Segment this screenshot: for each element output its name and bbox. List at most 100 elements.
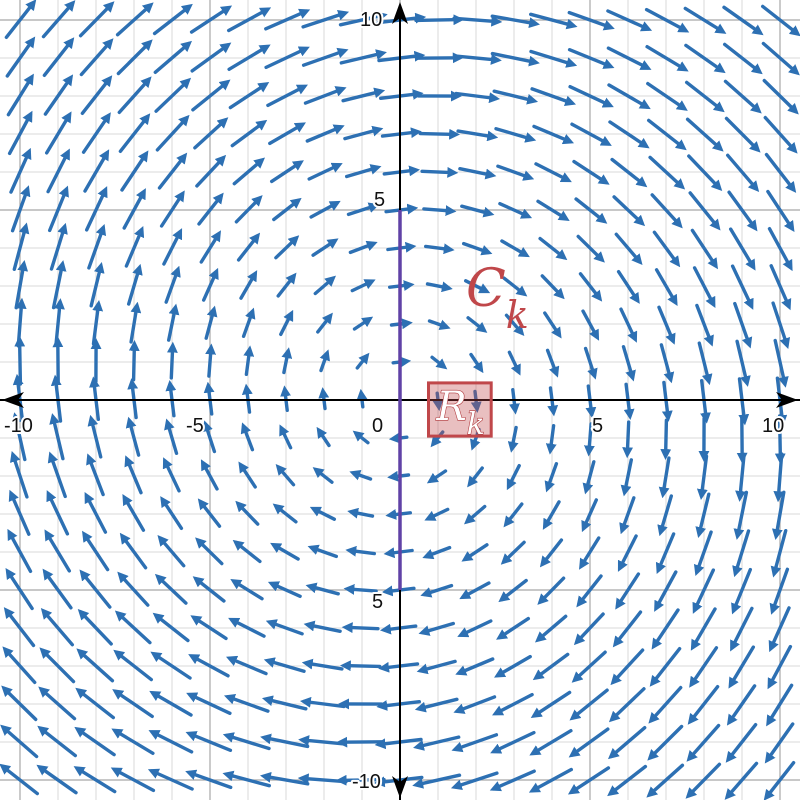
vector-arrow <box>455 657 495 676</box>
vector-arrow <box>80 75 113 116</box>
vector-arrow <box>239 270 258 300</box>
vector-arrow <box>275 464 296 487</box>
vector-arrow <box>148 730 194 754</box>
vector-arrow <box>766 189 795 233</box>
vector-arrow <box>616 270 640 304</box>
vector-arrow <box>619 307 638 343</box>
vector-arrow <box>116 39 153 76</box>
vector-arrow <box>153 40 193 75</box>
vector-arrow <box>610 157 648 188</box>
vector-arrow <box>461 543 489 562</box>
vector-arrow <box>725 723 758 763</box>
vector-arrow <box>426 469 448 484</box>
vector-arrow <box>500 540 526 565</box>
vector-arrow <box>270 542 300 561</box>
vector-arrow <box>645 45 689 72</box>
vector-arrow <box>467 466 484 488</box>
vector-arrow <box>528 767 573 793</box>
x-tick-label: 5 <box>592 415 603 437</box>
vector-arrow <box>264 46 310 70</box>
vector-arrow <box>646 81 688 111</box>
vector-arrow <box>74 726 116 757</box>
vector-arrow <box>348 240 378 255</box>
vector-arrow <box>86 453 105 497</box>
vector-arrow <box>276 272 297 298</box>
vector-arrow <box>572 159 610 185</box>
vector-arrow <box>339 49 387 65</box>
vector-arrow <box>195 154 227 188</box>
vector-arrow <box>507 350 521 376</box>
vector-arrow <box>567 766 611 795</box>
vector-arrow <box>159 190 185 228</box>
vector-arrow <box>469 352 484 374</box>
vector-arrow <box>272 503 298 524</box>
vector-arrow <box>763 115 798 154</box>
vector-arrow <box>355 352 370 370</box>
vector-arrow <box>272 197 302 222</box>
vector-arrow <box>620 458 633 497</box>
vector-arrow <box>420 583 454 598</box>
vector-arrow <box>728 645 755 689</box>
vector-arrow <box>768 606 791 653</box>
region-label-main: R <box>436 384 467 430</box>
vector-arrow <box>652 230 681 268</box>
vector-arrow <box>190 615 228 641</box>
vector-arrow <box>764 722 795 764</box>
vector-arrow <box>735 339 751 387</box>
vector-arrow <box>657 305 676 345</box>
vector-arrow <box>494 654 532 678</box>
vector-arrow <box>724 116 761 153</box>
vector-arrow <box>418 621 455 636</box>
vector-arrow <box>301 47 349 67</box>
vector-arrow <box>193 117 229 150</box>
vector-arrow <box>489 769 536 792</box>
vector-arrow <box>339 660 382 672</box>
vector-arrow <box>84 492 108 534</box>
vector-arrow <box>607 726 647 760</box>
vector-arrow <box>452 15 503 27</box>
vector-arrow <box>46 148 70 194</box>
vector-arrow <box>498 201 533 219</box>
vector-arrow <box>574 197 608 224</box>
vector-arrow <box>581 498 598 533</box>
vector-arrow <box>583 422 595 457</box>
vector-arrow <box>202 420 217 454</box>
vector-arrow <box>762 78 799 115</box>
vector-arrow <box>319 349 330 373</box>
vector-arrow <box>416 659 457 675</box>
vector-arrow <box>693 530 713 576</box>
vector-arrow <box>570 122 612 146</box>
vector-arrow <box>490 730 536 754</box>
vector-arrow <box>687 685 720 725</box>
vector-arrow <box>188 654 230 678</box>
vector-arrow <box>685 117 724 152</box>
vector-arrow <box>687 154 723 192</box>
x-tick-label: 10 <box>762 415 784 437</box>
vector-arrow <box>576 234 605 263</box>
vector-arrow <box>422 545 452 560</box>
tick-labels: Ck -10 -5 0 5 10 10 5 5 -10 <box>2 7 786 795</box>
vector-arrow <box>54 298 65 348</box>
vector-arrow <box>352 316 374 331</box>
vector-arrow <box>460 204 495 218</box>
y-tick-label: 5 <box>372 591 383 613</box>
vector-arrow <box>773 338 789 388</box>
vector-arrow <box>464 504 487 525</box>
vector-arrow <box>537 576 566 605</box>
vector-arrow <box>162 457 181 493</box>
region-label: Rk <box>436 384 485 442</box>
vector-arrow <box>2 646 37 685</box>
vector-arrow <box>506 464 521 491</box>
vector-arrow <box>723 79 762 114</box>
vector-arrow <box>345 545 376 557</box>
region-rk <box>427 381 493 438</box>
vector-arrow <box>490 51 540 67</box>
vector-arrow <box>160 496 184 530</box>
vector-arrow <box>124 225 145 268</box>
vector-arrow <box>498 578 528 603</box>
vector-arrow <box>267 581 302 598</box>
vector-arrow <box>761 41 800 76</box>
vector-arrow <box>155 114 190 152</box>
vector-arrow <box>462 241 493 256</box>
vector-arrow <box>607 764 648 797</box>
